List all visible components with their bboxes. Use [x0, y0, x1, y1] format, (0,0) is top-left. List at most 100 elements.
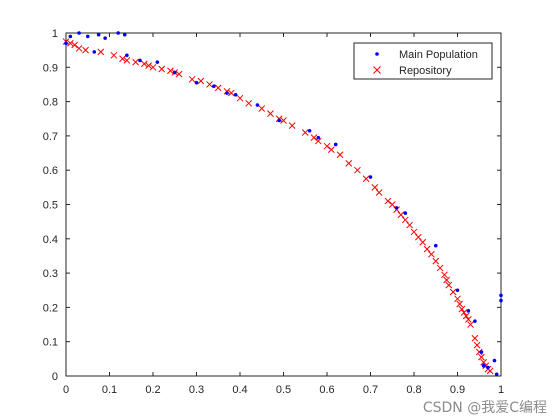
data-marks [62, 31, 503, 377]
repository-point [456, 300, 464, 308]
repository-point [82, 46, 89, 54]
repository-point [110, 51, 118, 59]
repository-point [471, 334, 479, 342]
repository-point [419, 238, 427, 246]
repository-point [336, 151, 344, 159]
main-population-point [116, 31, 120, 35]
y-tick-label: 0.8 [43, 97, 58, 109]
repository-point [158, 65, 166, 73]
x-tick-label: 0 [63, 384, 69, 396]
main-population-point [96, 32, 101, 37]
x-tick-label: 0.5 [276, 384, 291, 396]
repository-point [443, 276, 450, 284]
x-tick-label: 0.3 [189, 384, 204, 396]
repository-point [480, 358, 487, 366]
repository-point [449, 288, 457, 296]
repository-point [197, 77, 205, 85]
main-population-point [212, 84, 216, 88]
repository-point [354, 166, 361, 174]
repository-point [371, 183, 379, 191]
legend: Main Population Repository [353, 42, 493, 80]
main-population-point [307, 128, 312, 133]
main-population-point [172, 70, 177, 75]
y-tick-label: 0.6 [43, 165, 58, 177]
legend-dot-marker [375, 52, 379, 56]
repository-point [345, 159, 353, 167]
repository-point [388, 201, 396, 208]
repository-point [214, 84, 222, 92]
repository-point [445, 281, 453, 289]
repository-point [475, 348, 483, 356]
main-population-point [499, 293, 503, 298]
repository-point [436, 264, 444, 272]
repository-point [123, 57, 131, 64]
repository-point [467, 321, 474, 328]
y-tick-label: 0.2 [43, 302, 58, 314]
y-tick-label: 0.5 [43, 200, 58, 212]
repository-point [478, 353, 485, 361]
x-tick-label: 0.8 [406, 384, 421, 396]
repository-point [441, 271, 448, 279]
main-population-point [455, 288, 460, 293]
main-population-point [466, 309, 471, 313]
repository-point [188, 75, 196, 83]
repository-point [406, 221, 414, 229]
main-population-point [225, 91, 229, 95]
main-population-point [122, 32, 127, 37]
repository-point [310, 134, 318, 141]
x-tick-label: 0.6 [319, 384, 334, 396]
repository-point [145, 62, 153, 69]
main-population-point [492, 358, 497, 363]
repository-point [119, 55, 126, 63]
main-population-point [433, 243, 438, 248]
y-tick-label: 0.4 [43, 234, 58, 246]
main-population-point [77, 31, 81, 35]
main-population-point [233, 92, 238, 97]
y-tick-label: 0.7 [43, 131, 58, 143]
x-tick-label: 0.4 [232, 384, 247, 396]
main-population-point [85, 34, 90, 39]
main-population-point [333, 142, 338, 147]
repository-point [423, 245, 431, 253]
repository-point [428, 250, 435, 258]
repository-point [288, 122, 296, 129]
main-population-point [499, 298, 503, 303]
y-tick-label: 1 [52, 28, 58, 40]
main-population-point [155, 60, 160, 64]
repository-point [401, 216, 409, 224]
x-axis: 0 0.1 0.2 0.3 0.4 0.5 0.6 0.7 0.8 0.9 1 [63, 33, 504, 396]
repository-point [132, 58, 139, 66]
x-tick-label: 0.7 [363, 384, 378, 396]
main-population-point [494, 372, 499, 377]
repository-point [97, 48, 105, 56]
repository-point [473, 341, 481, 349]
legend-label-main-population: Main Population [399, 49, 478, 61]
repository-point [384, 197, 392, 205]
main-population-point [479, 350, 484, 354]
legend-box [353, 42, 493, 80]
repository-point [140, 60, 148, 68]
watermark: CSDN @我爱C编程 [422, 400, 547, 416]
repository-point [460, 309, 468, 316]
main-population-point [368, 175, 373, 179]
repository-point [71, 41, 79, 49]
repository-point [323, 142, 331, 150]
plot-area [65, 32, 502, 377]
main-population-point [68, 34, 73, 39]
main-population-point [125, 53, 129, 58]
repository-point [280, 117, 287, 124]
repository-point [301, 129, 309, 136]
x-tick-label: 0.1 [102, 384, 117, 396]
repository-point [75, 45, 83, 52]
legend-x-marker [373, 66, 381, 74]
repository-point [206, 81, 213, 88]
main-population-point [481, 363, 486, 368]
repository-point [258, 105, 266, 112]
main-population-point [92, 50, 97, 54]
main-population-point [138, 58, 142, 63]
y-axis: 0 0.1 0.2 0.3 0.4 0.5 0.6 0.7 0.8 0.9 1 [43, 28, 501, 383]
x-tick-label: 0.2 [145, 384, 160, 396]
repository-point [465, 316, 472, 323]
repository-point [454, 295, 461, 303]
main-population-point [316, 135, 321, 140]
